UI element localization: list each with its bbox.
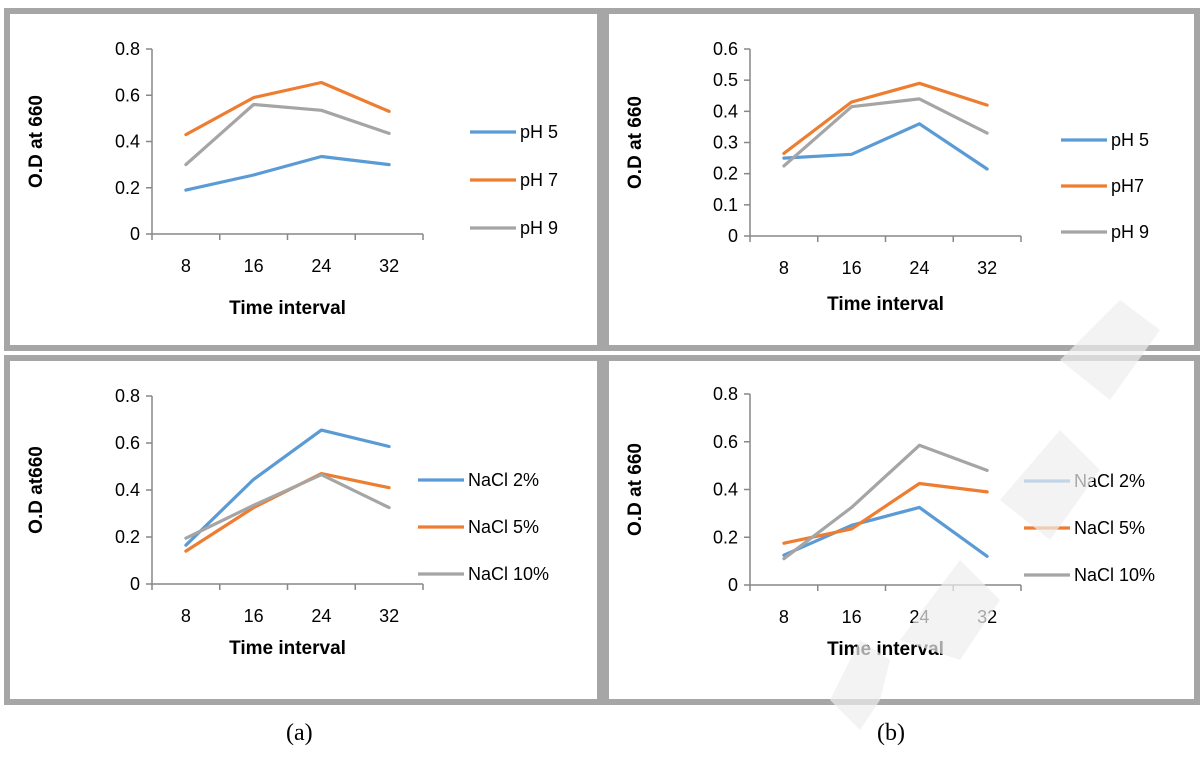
chart-svg: 0 0.2 0.4 0.6 0.8 8 16 24 32 Time interval O.D at … [625,384,1155,660]
x-tick-label: 8 [181,256,191,276]
series-line [782,481,989,545]
chart-panel-top-left: 0 0.2 0.4 0.6 0.8 8 16 24 32 Time interval O.D at … [4,8,603,351]
legend-label: pH 9 [520,218,558,238]
legend-label: NaCl 5% [468,517,539,537]
chart-panel-bottom-right: 0 0.2 0.4 0.6 0.8 8 16 24 32 Time interval O.D at … [603,355,1200,705]
series-line [184,154,391,192]
panel-label-b: (b) [877,720,905,746]
y-tick-label: 0 [728,575,738,595]
series-line [782,122,989,171]
series-line [184,80,391,137]
legend-label: NaCl 2% [468,470,539,490]
x-axis-title: Time interval [827,294,944,315]
series-line [184,471,391,553]
y-tick-label: 0.4 [713,480,738,500]
y-tick-label: 0.6 [115,433,140,453]
series-line [782,97,989,168]
y-tick-label: 0.1 [713,195,738,215]
x-tick-label: 24 [909,258,929,278]
panel-label-a: (a) [286,720,313,746]
legend-label: NaCl 10% [1074,565,1155,585]
x-axis-title: Time interval [827,639,944,660]
y-tick-label: 0 [728,226,738,246]
series-line [184,428,391,547]
series-line [782,443,989,561]
x-tick-label: 32 [977,607,997,627]
x-tick-label: 8 [779,607,789,627]
y-tick-label: 0.2 [713,527,738,547]
x-tick-label: 32 [379,256,399,276]
y-tick-label: 0.6 [115,85,140,105]
legend-label: NaCl 5% [1074,518,1145,538]
y-tick-label: 0.4 [713,101,738,121]
y-tick-label: 0.5 [713,70,738,90]
y-axis-title: O.D at 660 [625,443,646,536]
legend-label: pH 7 [520,170,558,190]
chart-svg: 0 0.1 0.2 0.3 0.4 0.5 0.6 8 16 24 32 Time interval O… [625,39,1149,315]
chart-panel-top-right: 0 0.1 0.2 0.3 0.4 0.5 0.6 8 16 24 32 Time interval O… [603,8,1200,351]
chart-svg: 0 0.2 0.4 0.6 0.8 8 16 24 32 Time interval O.D at6… [26,386,549,659]
legend-label: pH7 [1111,176,1144,196]
y-axis-title: O.D at 660 [625,96,646,189]
x-tick-label: 16 [244,606,264,626]
y-tick-label: 0.4 [115,132,140,152]
y-tick-label: 0 [130,574,140,594]
series-line [782,81,989,155]
y-tick-label: 0.2 [115,527,140,547]
legend-label: pH 9 [1111,222,1149,242]
chart-panel-bottom-left: 0 0.2 0.4 0.6 0.8 8 16 24 32 Time interval O.D at6… [4,355,603,705]
y-tick-label: 0.2 [115,178,140,198]
y-tick-label: 0 [130,224,140,244]
y-tick-label: 0.3 [713,133,738,153]
x-tick-label: 24 [311,606,331,626]
legend-label: NaCl 2% [1074,471,1145,491]
y-tick-label: 0.2 [713,164,738,184]
y-axis-title: O.D at660 [26,446,47,534]
y-tick-label: 0.8 [115,386,140,406]
series-line [184,102,391,167]
y-tick-label: 0.6 [713,432,738,452]
x-tick-label: 8 [181,606,191,626]
x-tick-label: 32 [977,258,997,278]
x-axis-title: Time interval [229,638,346,659]
y-tick-label: 0.8 [115,39,140,59]
legend-label: pH 5 [1111,130,1149,150]
x-tick-label: 32 [379,606,399,626]
x-tick-label: 16 [842,607,862,627]
legend-label: pH 5 [520,122,558,142]
x-tick-label: 24 [311,256,331,276]
y-tick-label: 0.6 [713,39,738,59]
x-tick-label: 8 [779,258,789,278]
y-tick-label: 0.8 [713,384,738,404]
chart-svg: 0 0.2 0.4 0.6 0.8 8 16 24 32 Time interval O.D at … [26,39,558,319]
y-axis-title: O.D at 660 [26,95,47,188]
series-line [782,505,989,558]
x-axis-title: Time interval [229,298,346,319]
x-tick-label: 16 [244,256,264,276]
y-tick-label: 0.4 [115,480,140,500]
series-line [184,473,391,540]
x-tick-label: 24 [909,607,929,627]
legend-label: NaCl 10% [468,564,549,584]
x-tick-label: 16 [842,258,862,278]
